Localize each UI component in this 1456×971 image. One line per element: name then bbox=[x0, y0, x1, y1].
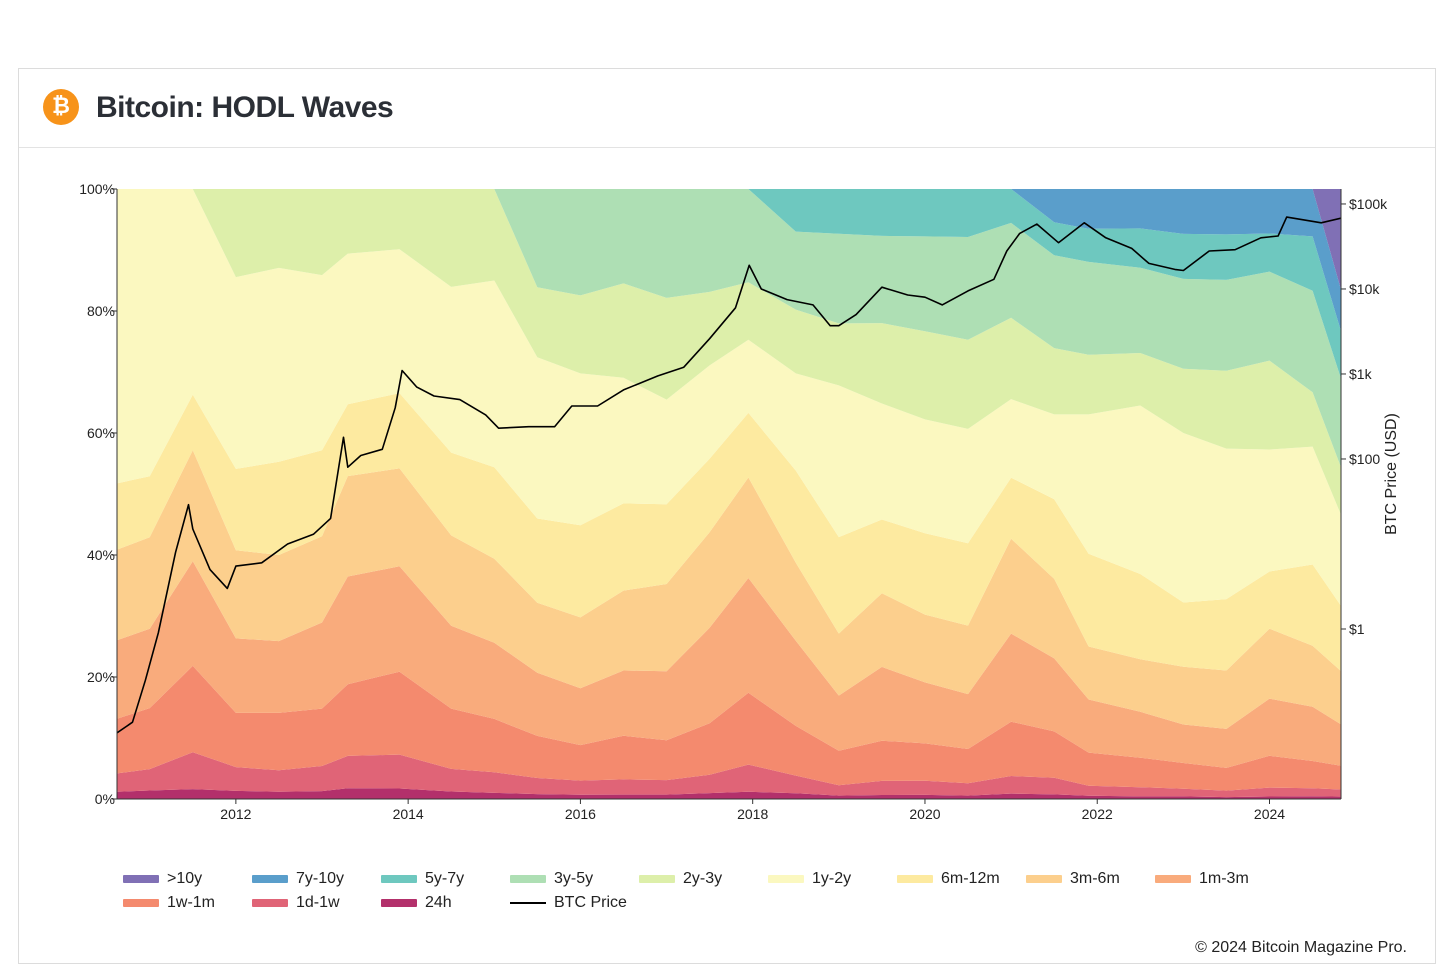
legend-item[interactable]: 1w-1m bbox=[123, 893, 215, 913]
legend-swatch bbox=[123, 898, 159, 907]
legend-swatch bbox=[252, 898, 288, 907]
area-1m3m bbox=[117, 561, 1341, 768]
x-tick-label: 2024 bbox=[1254, 806, 1285, 822]
legend-swatch bbox=[639, 874, 675, 883]
legend-label: 2y-3y bbox=[683, 870, 723, 887]
legend-label: 1m-3m bbox=[1199, 870, 1249, 887]
legend-item[interactable]: 24h bbox=[381, 893, 452, 913]
legend-swatch bbox=[1155, 874, 1191, 883]
area-1d1w bbox=[117, 752, 1341, 798]
area-2y3y bbox=[117, 189, 1341, 515]
stacked-areas bbox=[117, 189, 1341, 799]
price-tick-label: $100k bbox=[1349, 196, 1388, 212]
legend-label: 7y-10y bbox=[296, 870, 345, 887]
legend-label: BTC Price bbox=[554, 894, 627, 911]
legend-label: 3y-5y bbox=[554, 870, 594, 887]
hodl-waves-chart: 2012 2014 2016 2018 2020 2022 2024 0% 20% 40% 60% 8… bbox=[79, 181, 1400, 822]
area-5y7y bbox=[117, 189, 1341, 379]
x-tick-label: 2018 bbox=[737, 806, 768, 822]
price-tick-label: $10k bbox=[1349, 281, 1380, 297]
legend-label: 1d-1w bbox=[296, 894, 340, 911]
area-1y2y bbox=[117, 189, 1341, 606]
legend-swatch bbox=[897, 874, 933, 883]
y-tick-label: 0% bbox=[95, 791, 115, 807]
legend-label: 5y-7y bbox=[425, 870, 465, 887]
area-3m6m bbox=[117, 450, 1341, 729]
legend-label: 6m-12m bbox=[941, 870, 1000, 887]
page-title: Bitcoin: HODL Waves bbox=[96, 91, 394, 124]
x-tick-label: 2020 bbox=[909, 806, 940, 822]
legend-item[interactable]: >10y bbox=[123, 869, 202, 889]
card-header: ₿ Bitcoin: HODL Waves bbox=[19, 69, 1435, 148]
legend-swatch bbox=[381, 874, 417, 883]
legend-swatch bbox=[1026, 874, 1062, 883]
bitcoin-logo-icon: ₿ bbox=[43, 89, 79, 125]
legend-label: 1w-1m bbox=[167, 894, 216, 911]
legend-item[interactable]: 6m-12m bbox=[897, 869, 1000, 889]
legend-label: 3m-6m bbox=[1070, 870, 1120, 887]
axes: 2012 2014 2016 2018 2020 2022 2024 0% 20% 40% 60% 8… bbox=[79, 181, 1400, 822]
legend-label: 1y-2y bbox=[812, 870, 852, 887]
y-tick-label: 60% bbox=[87, 425, 115, 441]
legend-item[interactable]: 2y-3y bbox=[639, 869, 722, 889]
price-tick-label: $1k bbox=[1349, 366, 1373, 382]
legend-label: 24h bbox=[425, 894, 452, 911]
area-3y5y bbox=[117, 189, 1341, 468]
legend-swatch bbox=[510, 874, 546, 883]
y-tick-label: 40% bbox=[87, 547, 115, 563]
x-tick-label: 2012 bbox=[220, 806, 251, 822]
y-tick-label: 20% bbox=[87, 669, 115, 685]
price-line-group bbox=[117, 216, 1341, 734]
price-tick-label: $1 bbox=[1349, 621, 1365, 637]
legend-item[interactable]: BTC Price bbox=[510, 893, 627, 913]
legend-swatch bbox=[381, 898, 417, 907]
chart-card: ₿ Bitcoin: HODL Waves 2012 2014 2016 2018 20… bbox=[18, 68, 1436, 964]
y-axis-right-title: BTC Price (USD) bbox=[1383, 413, 1400, 535]
legend-swatch bbox=[123, 874, 159, 883]
y-tick-label: 100% bbox=[79, 181, 115, 197]
legend-item[interactable]: 1d-1w bbox=[252, 893, 340, 913]
legend-swatch bbox=[252, 874, 288, 883]
x-tick-label: 2014 bbox=[393, 806, 424, 822]
legend-item[interactable]: 1m-3m bbox=[1155, 869, 1249, 889]
legend-swatch bbox=[510, 901, 546, 904]
legend-item[interactable]: 3y-5y bbox=[510, 869, 593, 889]
legend-label: >10y bbox=[167, 870, 203, 887]
y-tick-label: 80% bbox=[87, 303, 115, 319]
legend-swatch bbox=[768, 874, 804, 883]
x-tick-label: 2016 bbox=[565, 806, 596, 822]
legend-item[interactable]: 7y-10y bbox=[252, 869, 344, 889]
x-tick-label: 2022 bbox=[1082, 806, 1113, 822]
area-1w1m bbox=[117, 665, 1341, 791]
price-tick-label: $100 bbox=[1349, 451, 1380, 467]
copyright-notice: © 2024 Bitcoin Magazine Pro. bbox=[1195, 939, 1407, 956]
legend-item[interactable]: 1y-2y bbox=[768, 869, 851, 889]
legend-item[interactable]: 3m-6m bbox=[1026, 869, 1120, 889]
area-7y10y bbox=[117, 189, 1341, 332]
area-24h bbox=[117, 788, 1341, 799]
legend-item[interactable]: 5y-7y bbox=[381, 869, 464, 889]
area-6m12m bbox=[117, 393, 1341, 672]
btc-price-line bbox=[117, 216, 1341, 734]
